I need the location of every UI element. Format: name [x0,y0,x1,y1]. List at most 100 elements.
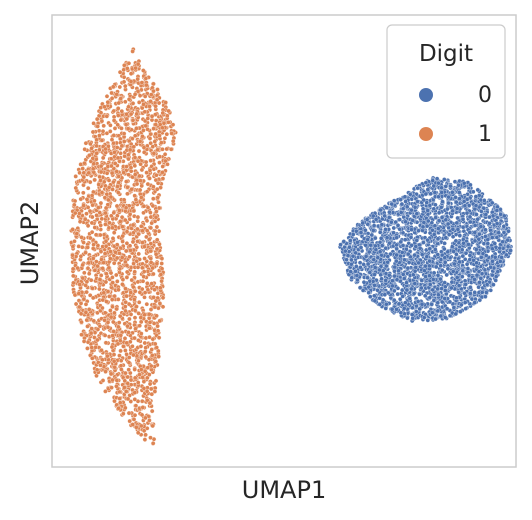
point [139,195,144,200]
point [100,128,106,134]
point [94,367,100,373]
point [487,221,492,226]
point [402,276,407,281]
point [406,260,412,265]
point [405,315,410,321]
point [128,71,134,76]
point [366,290,371,295]
point [445,249,451,255]
point [111,118,117,123]
point [134,126,139,131]
point [461,240,466,246]
point [130,101,136,106]
point [120,233,125,239]
point [143,432,148,438]
point [123,248,129,254]
point [138,161,143,167]
point [130,49,135,54]
point [460,253,466,259]
point [123,370,128,376]
point [132,155,138,160]
point [360,220,366,226]
point [479,290,485,295]
point [93,345,98,350]
point [446,194,451,200]
point [135,265,141,270]
point [149,391,155,397]
point [116,190,121,195]
point [82,216,88,222]
point [141,269,147,274]
point [125,184,130,190]
point [80,166,85,171]
point [140,278,146,284]
point [409,312,415,317]
point [116,287,121,293]
point [466,242,471,247]
point [125,323,130,329]
point [148,210,153,215]
point [425,318,431,323]
point [341,239,347,244]
point [160,147,165,152]
point [430,178,436,183]
point [142,368,148,374]
point [78,254,84,259]
point [148,435,153,440]
point [141,145,147,150]
point [435,252,441,257]
point [153,298,159,304]
point [98,163,104,169]
point [490,235,495,240]
point [431,277,436,282]
point [117,69,123,75]
point [386,215,392,220]
point [505,244,511,249]
point [476,284,481,290]
point [162,152,168,157]
point [457,196,462,201]
point [490,209,495,215]
point [132,315,138,320]
point [396,268,401,274]
point [379,222,385,227]
point [90,286,95,291]
point [497,245,503,251]
point [116,174,121,179]
point [372,298,378,304]
point [445,266,451,272]
point [123,299,128,305]
point [155,147,160,153]
point [460,216,466,222]
point [98,223,103,228]
point [151,295,156,300]
point [409,286,414,292]
point [105,99,111,105]
point [139,331,144,336]
point [435,236,441,242]
point [378,272,383,278]
point [93,232,99,238]
point [124,352,129,357]
point [90,295,96,301]
point [472,277,477,282]
point [384,205,389,210]
point [460,268,466,274]
point [111,329,116,334]
point [457,190,462,195]
point [483,294,488,299]
point [408,235,414,240]
point [77,282,82,287]
point [394,277,400,282]
point [123,389,129,394]
point [358,245,364,250]
point [90,156,96,161]
point [358,230,364,235]
point [132,335,137,341]
point [402,194,408,200]
point [483,253,489,258]
point [465,266,471,271]
point [350,232,356,237]
point [89,229,95,235]
point [417,245,423,251]
